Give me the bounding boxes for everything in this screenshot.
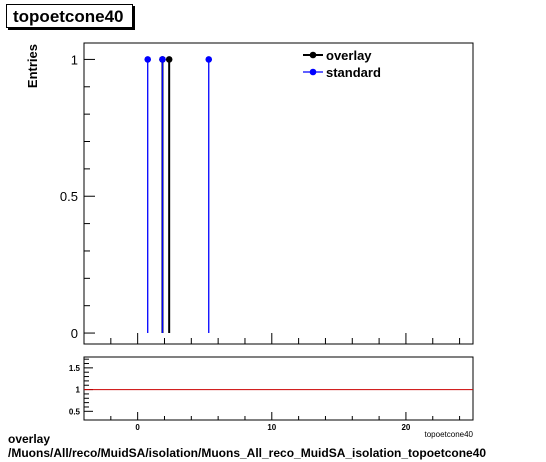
y-axis-label: Entries (25, 44, 40, 88)
y-tick-label: 1 (71, 52, 78, 67)
standard-point (144, 56, 152, 63)
chart-title: topoetcone40 (13, 7, 124, 26)
standard-point (159, 56, 166, 63)
main-plot-frame (83, 42, 474, 345)
footer-line-1: overlay (8, 432, 51, 446)
ratio-x-tick-label: 20 (401, 423, 410, 432)
x-axis-label: topoetcone40 (425, 430, 474, 439)
legend-marker-overlay (309, 51, 317, 59)
ratio-y-tick-label: 1.5 (69, 364, 81, 373)
footer-line-2: /Muons/All/reco/MuidSA/isolation/Muons_A… (8, 446, 487, 460)
legend-marker-standard (309, 68, 317, 76)
title-box: topoetcone40 (6, 4, 133, 28)
ratio-y-tick-label: 0.5 (69, 407, 81, 416)
overlay-point (165, 56, 173, 63)
legend-label-standard: standard (326, 65, 381, 80)
ratio-plot-frame (83, 356, 474, 421)
ratio-y-tick-label: 1 (76, 386, 81, 395)
standard-point (205, 56, 213, 63)
legend-label-overlay: overlay (326, 48, 372, 63)
y-tick-label: 0.5 (60, 189, 78, 204)
ratio-x-tick-label: 10 (267, 423, 276, 432)
y-tick-label: 0 (71, 326, 78, 341)
ratio-x-tick-label: 0 (135, 423, 140, 432)
